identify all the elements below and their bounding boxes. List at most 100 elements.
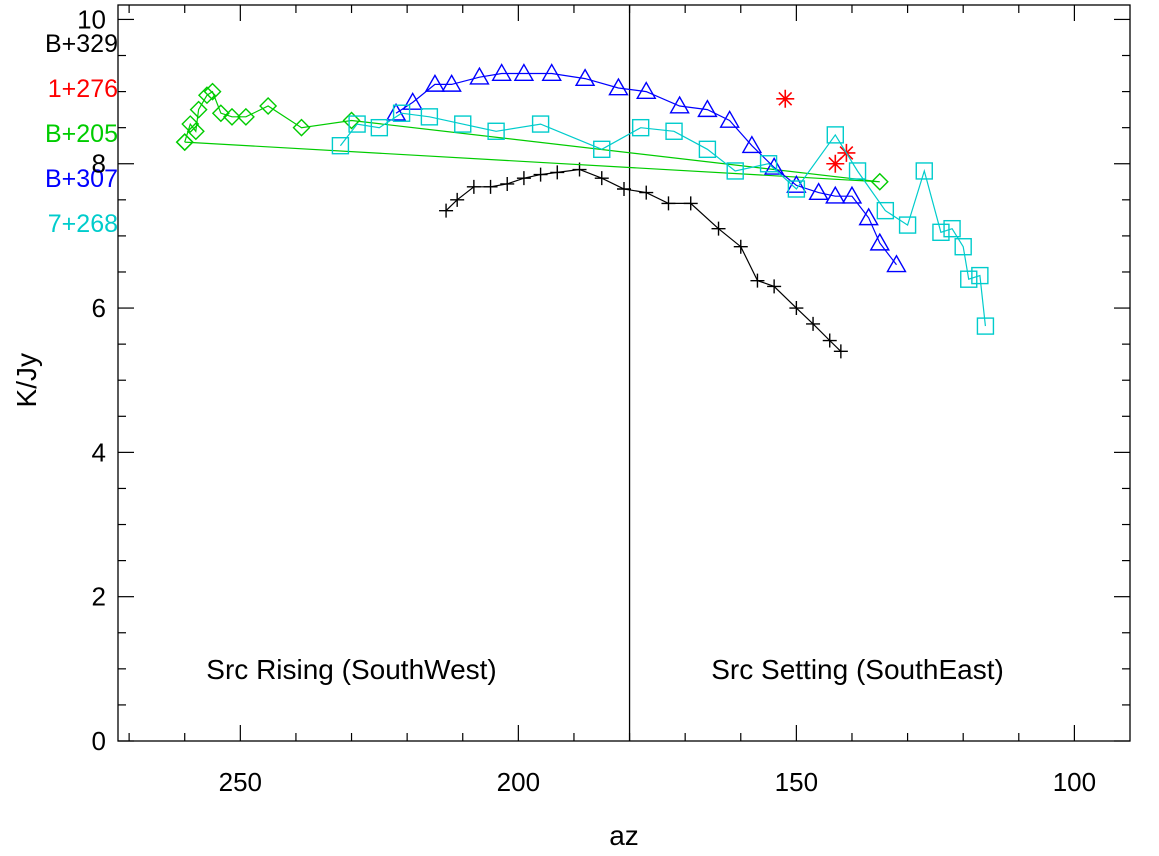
diamond-marker bbox=[342, 111, 361, 130]
triangle-marker bbox=[385, 102, 407, 121]
square-marker bbox=[943, 219, 961, 238]
triangle-marker bbox=[441, 73, 462, 92]
triangle-marker bbox=[424, 73, 446, 92]
plus-marker bbox=[483, 179, 498, 194]
annotation-rising: Src Rising (SouthWest) bbox=[206, 654, 496, 685]
plus-marker bbox=[833, 344, 848, 359]
triangle-marker bbox=[608, 77, 629, 96]
triangle-marker bbox=[869, 232, 890, 251]
square-marker bbox=[960, 270, 978, 288]
plus-marker bbox=[516, 171, 531, 186]
square-marker bbox=[976, 317, 995, 335]
triangle-marker bbox=[841, 185, 863, 204]
square-marker bbox=[420, 108, 439, 126]
square-marker bbox=[915, 162, 933, 180]
triangle-marker bbox=[636, 81, 657, 100]
square-marker bbox=[876, 201, 895, 220]
series-line bbox=[445, 168, 842, 352]
plus-marker bbox=[789, 301, 804, 316]
legend-entry: 1+276 bbox=[47, 75, 118, 103]
plus-marker bbox=[617, 182, 631, 196]
square-marker bbox=[759, 155, 778, 173]
plus-marker bbox=[750, 273, 765, 288]
legend: B+329 1+276 B+205 B+307 7+268 bbox=[0, 0, 118, 260]
plus-marker bbox=[466, 179, 481, 194]
triangle-marker bbox=[669, 95, 690, 114]
x-axis-title: az bbox=[609, 820, 639, 851]
square-marker bbox=[826, 126, 844, 144]
square-marker bbox=[971, 266, 989, 285]
plus-marker bbox=[594, 171, 609, 186]
diamond-marker bbox=[175, 133, 194, 152]
triangle-marker bbox=[741, 135, 763, 154]
square-marker bbox=[898, 216, 917, 234]
diamond-marker bbox=[259, 97, 278, 116]
series-3 bbox=[385, 63, 907, 273]
triangle-marker bbox=[697, 99, 718, 118]
square-marker bbox=[454, 115, 472, 133]
y-tick-label: 2 bbox=[92, 582, 106, 612]
diamond-marker bbox=[236, 107, 255, 126]
plus-marker bbox=[639, 185, 654, 200]
plus-marker bbox=[661, 196, 676, 211]
triangle-marker bbox=[719, 110, 740, 128]
diamond-marker bbox=[211, 104, 230, 123]
triangle-marker bbox=[541, 63, 562, 81]
y-tick-label: 10 bbox=[77, 4, 106, 34]
diamond-marker bbox=[197, 86, 216, 105]
legend-entry: 7+268 bbox=[47, 210, 118, 238]
diamond-marker bbox=[292, 118, 311, 137]
square-marker bbox=[698, 140, 717, 159]
square-marker bbox=[665, 122, 683, 140]
square-marker bbox=[593, 140, 611, 159]
legend-entry: B+307 bbox=[45, 165, 118, 193]
y-tick-label: 0 bbox=[92, 726, 106, 756]
square-marker bbox=[370, 118, 389, 137]
plot-frame bbox=[117, 4, 1131, 742]
annotation-setting: Src Setting (SouthEast) bbox=[711, 654, 1004, 685]
square-marker bbox=[787, 180, 806, 198]
plus-marker bbox=[550, 165, 565, 180]
plus-marker bbox=[767, 279, 782, 294]
triangle-marker bbox=[763, 156, 785, 175]
triangle-marker bbox=[469, 66, 490, 85]
triangle-marker bbox=[886, 254, 907, 273]
triangle-marker bbox=[513, 63, 535, 81]
square-marker bbox=[487, 122, 505, 140]
triangle-marker bbox=[825, 185, 846, 204]
diamond-marker bbox=[189, 100, 208, 119]
y-tick-label: 6 bbox=[92, 293, 106, 323]
triangle-marker bbox=[491, 63, 512, 81]
series-0 bbox=[439, 162, 848, 359]
series-line bbox=[395, 72, 897, 266]
legend-entry: B+205 bbox=[45, 120, 118, 148]
series-line bbox=[339, 112, 986, 327]
diamond-marker bbox=[203, 82, 222, 101]
asterisk-marker bbox=[776, 89, 795, 108]
diamond-marker bbox=[181, 115, 200, 134]
diamond-marker bbox=[186, 122, 205, 141]
series-4 bbox=[331, 104, 995, 335]
plus-marker bbox=[806, 316, 821, 331]
plus-marker bbox=[439, 203, 454, 218]
plus-marker bbox=[533, 167, 548, 182]
x-tick-label: 150 bbox=[775, 767, 818, 797]
y-axis-title: K/Jy bbox=[11, 353, 42, 407]
x-tick-label: 250 bbox=[219, 767, 262, 797]
triangle-marker bbox=[808, 182, 829, 201]
square-marker bbox=[631, 118, 650, 137]
diamond-marker bbox=[870, 172, 889, 191]
square-marker bbox=[848, 162, 867, 180]
square-marker bbox=[348, 115, 366, 133]
square-marker bbox=[932, 223, 950, 241]
y-tick-label: 8 bbox=[92, 149, 106, 179]
square-marker bbox=[331, 137, 350, 155]
legend-entry: B+329 bbox=[45, 30, 118, 58]
series-2 bbox=[175, 82, 889, 191]
x-tick-label: 100 bbox=[1053, 767, 1096, 797]
asterisk-marker bbox=[826, 154, 845, 173]
square-marker bbox=[531, 115, 550, 133]
square-marker bbox=[392, 104, 411, 122]
plus-marker bbox=[500, 176, 515, 191]
